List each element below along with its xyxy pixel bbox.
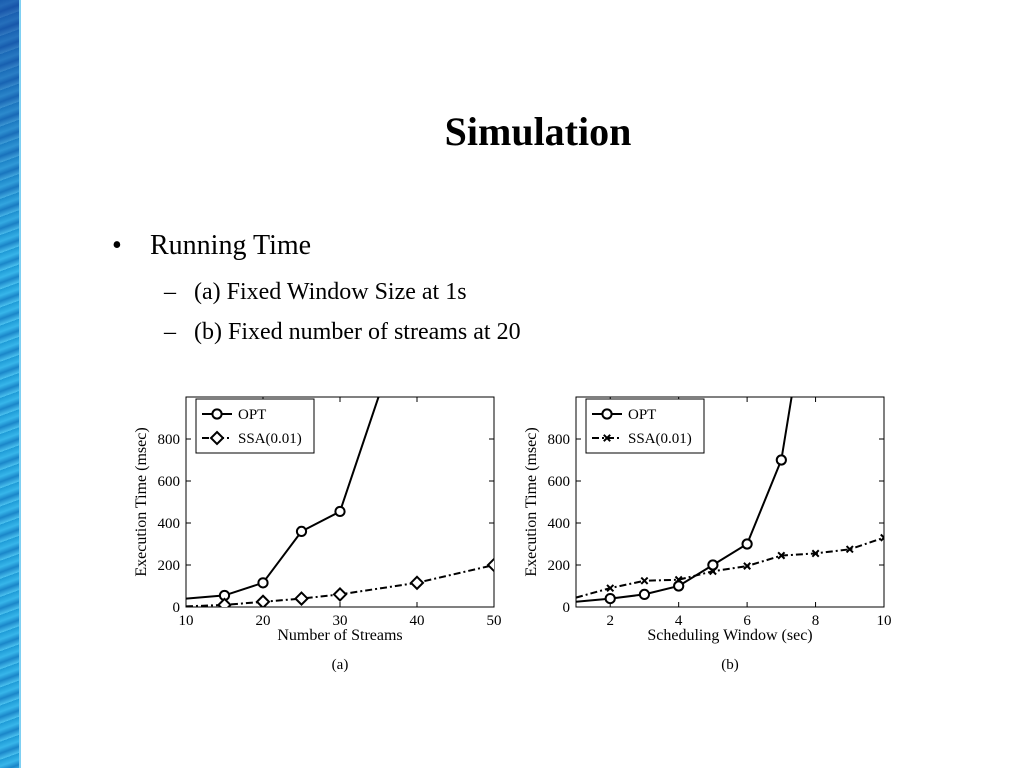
dash-marker: – [164,319,176,345]
y-tick-label: 0 [563,600,571,616]
data-point-1 [257,577,269,589]
data-point-2 [640,576,649,585]
data-point-2 [606,584,615,593]
y-axis-label: Execution Time (msec) [133,427,150,576]
x-axis-label: Scheduling Window (sec) [647,627,812,644]
subbullet-a: – (a) Fixed Window Size at 1s [164,279,467,306]
data-point-2 [708,567,717,576]
data-point-2 [880,533,884,542]
data-point-1 [707,559,719,571]
data-point-1 [334,505,346,518]
legend-label-1: OPT [238,407,266,423]
chart-caption: (b) [721,657,739,673]
data-point-2 [845,545,854,554]
bullet-item: • Running Time [112,230,311,262]
legend-marker-2 [209,430,225,446]
legend-marker-1 [211,408,223,420]
legend: OPT SSA(0.01) [195,398,315,454]
data-point-2 [486,557,494,573]
y-tick-label: 200 [158,558,181,574]
data-point-2 [743,562,752,570]
y-tick-label: 200 [548,558,571,574]
data-point-1 [295,525,308,537]
legend-box [585,398,705,454]
data-point-1 [775,454,787,466]
data-point-2 [811,549,820,558]
data-point-1 [604,593,616,605]
x-axis-label: Number of Streams [277,627,402,644]
x-tick-label: 6 [743,613,751,629]
data-point-2 [217,597,232,607]
bullet-text: Running Time [150,230,312,261]
y-axis-label: Execution Time (msec) [523,427,540,576]
y-tick-label: 400 [548,516,571,532]
dash-marker: – [164,279,176,305]
y-tick-label: 600 [548,474,571,490]
data-point-2 [294,591,309,607]
data-point-2 [255,594,271,607]
data-point-2 [409,575,425,591]
chart-caption: (a) [332,657,349,673]
legend-label-1: OPT [628,407,656,423]
data-point-1 [673,580,685,592]
y-tick-label: 400 [158,516,181,532]
x-tick-label: 10 [179,613,194,629]
series-line-1 [186,397,380,600]
data-point-1 [638,588,651,600]
x-tick-label: 20 [256,613,271,629]
chart-b: 2 4 6 8 10 0 200 400 600 800 Scheduling Window (se… [523,396,892,673]
legend: OPT SSA(0.01) [585,398,705,454]
data-point-2 [777,551,786,560]
y-tick-label: 0 [173,600,181,616]
y-tick-label: 600 [158,474,181,490]
x-tick-label: 30 [333,613,348,629]
subbullet-b-text: (b) Fixed number of streams at 20 [194,319,521,345]
series-line-2 [576,536,884,599]
x-tick-label: 10 [877,613,892,629]
y-tick-label: 800 [548,432,571,448]
subbullet-b: – (b) Fixed number of streams at 20 [164,319,521,346]
data-point-2 [332,586,348,602]
legend-marker-1 [601,408,613,420]
legend-label-2: SSA(0.01) [628,431,692,447]
data-point-2 [674,575,683,584]
plot-area [576,397,884,605]
subbullet-a-text: (a) Fixed Window Size at 1s [194,279,467,305]
side-decoration-strip [0,0,21,768]
x-tick-label: 50 [487,613,502,629]
legend-label-2: SSA(0.01) [238,431,302,447]
x-tick-label: 4 [675,613,683,629]
plot-area [186,397,494,607]
plot-frame [575,396,885,608]
x-tick-label: 8 [812,613,820,629]
slide-title: Simulation [444,109,632,154]
legend-marker-2 [603,434,611,442]
y-tick-label: 800 [158,432,181,448]
x-tick-label: 2 [606,613,614,629]
chart-a: 10 20 30 40 50 0 200 400 600 800 Number of Streams… [133,396,502,673]
bullet-marker: • [112,230,122,261]
data-point-1 [741,538,753,550]
x-tick-label: 40 [410,613,425,629]
